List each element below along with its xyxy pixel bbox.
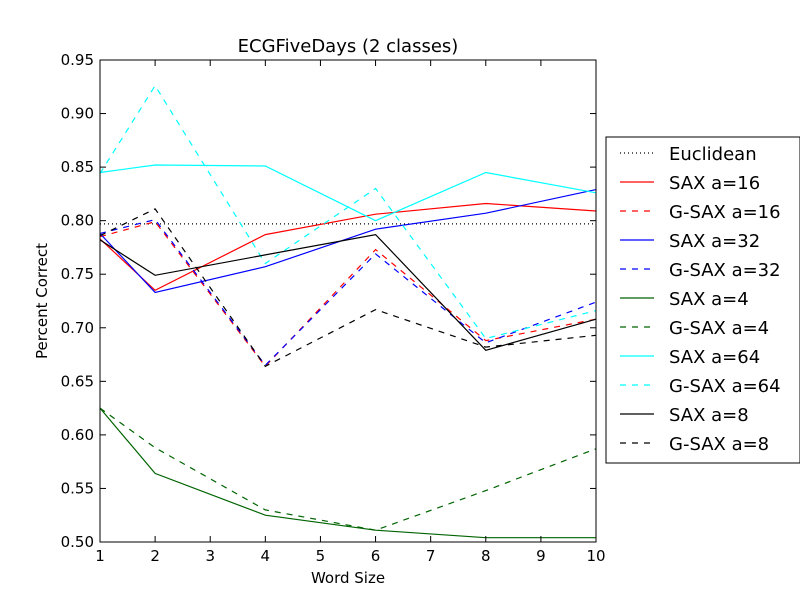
chart-title: ECGFiveDays (2 classes): [238, 36, 459, 57]
y-tick-label: 0.50: [61, 533, 94, 551]
legend-label-7: SAX a=64: [669, 347, 760, 368]
series-line-10: [99, 208, 597, 368]
legend-label-1: SAX a=16: [669, 173, 760, 194]
x-tick-label: 7: [426, 547, 436, 565]
y-tick-label: 0.90: [61, 105, 94, 123]
legend-label-9: SAX a=8: [669, 405, 749, 426]
x-tick-label: 4: [261, 547, 271, 565]
plot-frame: [99, 59, 597, 543]
x-tick-label: 5: [316, 547, 326, 565]
axis-ticks: 1 2 3 4 5 6 7 8 9 10 0.50 0.55 0.60 0.65 0.70 0.75 0.80 0…: [61, 51, 606, 565]
x-tick-label: 2: [150, 547, 160, 565]
legend-label-4: G-SAX a=32: [669, 260, 781, 281]
y-tick-label: 0.85: [61, 158, 94, 176]
y-tick-label: 0.75: [61, 265, 94, 283]
x-axis-label: Word Size: [311, 569, 385, 587]
x-tick-label: 1: [95, 547, 105, 565]
legend-label-8: G-SAX a=64: [669, 376, 781, 397]
legend-label-5: SAX a=4: [669, 289, 749, 310]
y-tick-label: 0.65: [61, 372, 94, 390]
legend-box: [605, 136, 800, 464]
legend-label-2: G-SAX a=16: [669, 202, 781, 223]
legend-label-0: Euclidean: [669, 144, 757, 165]
series-line-3: [99, 189, 597, 294]
x-tick-label: 6: [371, 547, 381, 565]
x-tick-label: 8: [481, 547, 491, 565]
y-tick-label: 0.70: [61, 319, 94, 337]
legend-label-10: G-SAX a=8: [669, 434, 769, 455]
series-line-7: [99, 164, 597, 222]
legend-label-6: G-SAX a=4: [669, 318, 769, 339]
y-tick-label: 0.60: [61, 426, 94, 444]
x-tick-label: 9: [536, 547, 546, 565]
legend-label-3: SAX a=32: [669, 231, 760, 252]
series-line-5: [99, 407, 596, 539]
y-axis-label: Percent Correct: [33, 243, 51, 359]
y-tick-label: 0.80: [61, 212, 94, 230]
plot-area: [99, 84, 597, 539]
y-tick-label: 0.95: [61, 51, 94, 69]
series-line-4: [99, 218, 597, 367]
series-line-8: [99, 84, 597, 340]
x-tick-label: 10: [586, 547, 605, 565]
x-tick-label: 3: [205, 547, 215, 565]
series-line-9: [99, 233, 597, 351]
legend: Euclidean SAX a=16 G-SAX a=16 SAX a=32 G-SAX…: [605, 136, 800, 464]
y-tick-label: 0.55: [61, 479, 94, 497]
